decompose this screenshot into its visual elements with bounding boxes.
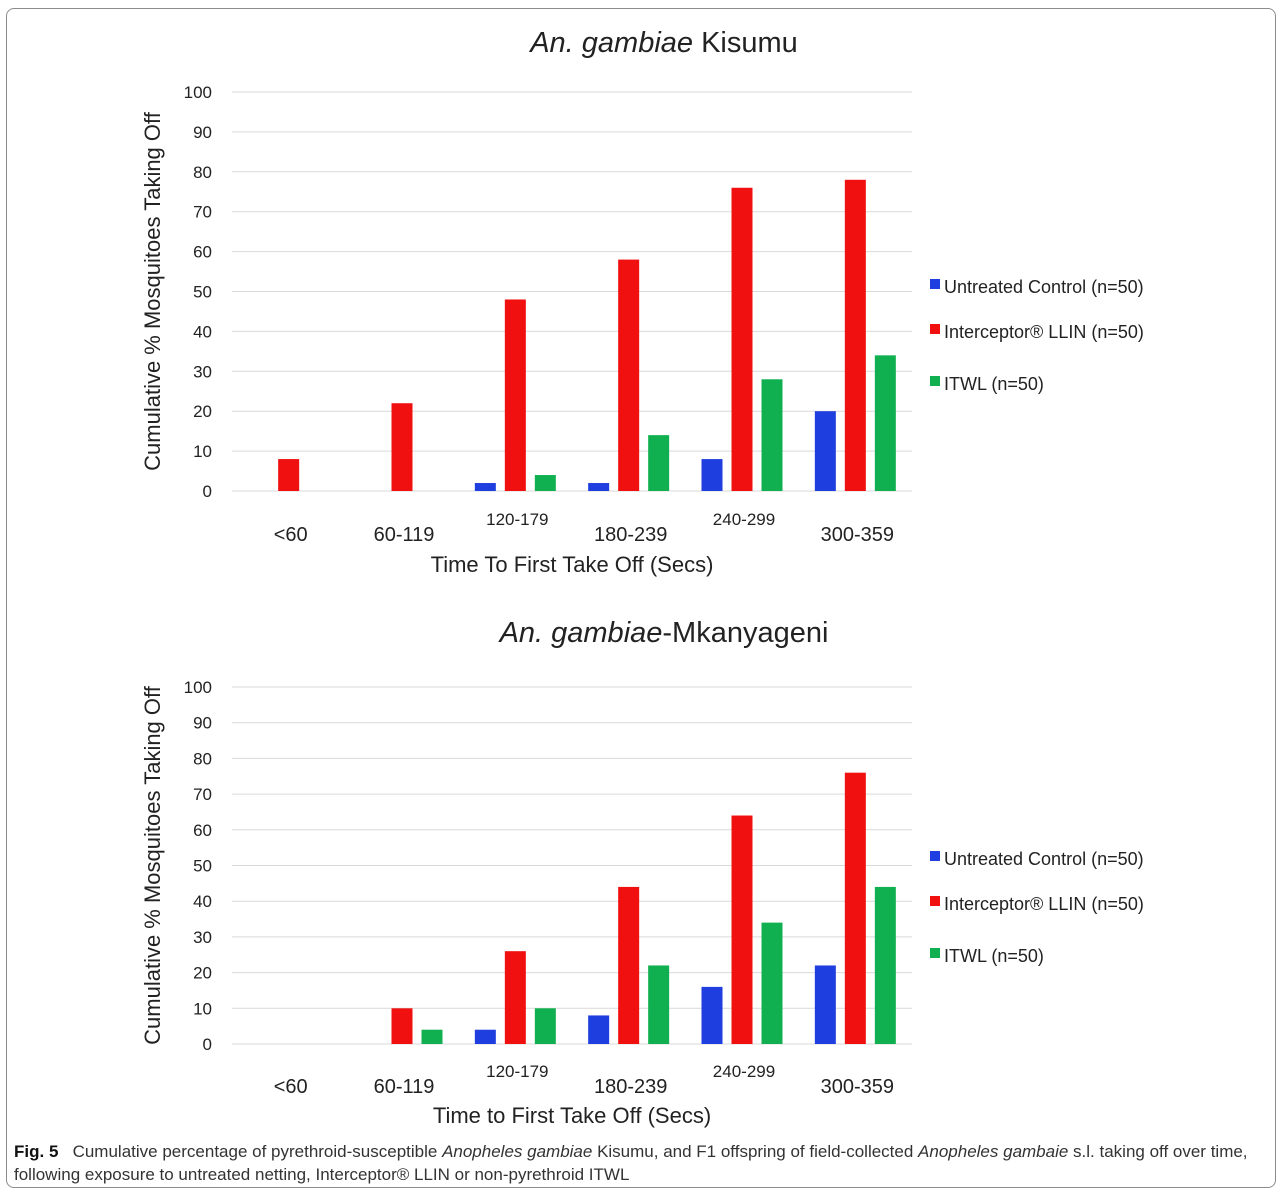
x-tick-label: 60-119 [374, 1076, 435, 1098]
chart-title-rest: Kisumu [693, 27, 798, 59]
y-tick-label: 10 [193, 442, 212, 461]
x-tick-label: 300-359 [821, 1076, 894, 1098]
y-tick-label: 20 [193, 402, 212, 421]
y-tick-label: 50 [193, 857, 212, 876]
x-tick-label: <60 [274, 524, 308, 546]
legend-label: Untreated Control (n=50) [944, 277, 1144, 297]
caption-segment: Anopheles gambaie [918, 1142, 1069, 1161]
chart-title: An. gambiae Kisumu [528, 27, 798, 59]
bar [701, 459, 723, 491]
x-tick-label: <60 [274, 1076, 308, 1098]
bar [588, 483, 610, 491]
bar [761, 379, 783, 491]
bar [504, 951, 526, 1044]
bar [534, 475, 556, 491]
bar [391, 403, 413, 491]
chart-kisumu: An. gambiae Kisumu 0 10 20 30 40 50 60 70 80 90 100… [140, 27, 1144, 577]
bar [588, 1015, 610, 1044]
chart-title-italic: An. gambiae [528, 27, 693, 59]
caption-segment: Cumulative percentage of pyrethroid-susc… [72, 1142, 443, 1161]
bar [701, 986, 723, 1044]
y-tick-label: 50 [193, 283, 212, 302]
bar [278, 459, 300, 491]
bar [648, 965, 670, 1044]
bar [534, 1008, 556, 1044]
y-tick-label: 0 [203, 482, 212, 501]
bar [421, 1029, 443, 1044]
bar [391, 1008, 413, 1044]
bar [874, 886, 896, 1044]
y-tick-label: 60 [193, 243, 212, 262]
x-tick-label: 240-299 [713, 1062, 775, 1081]
y-tick-label: 70 [193, 203, 212, 222]
y-axis-label: Cumulative % Mosquitoes Taking Off [140, 111, 165, 471]
legend-swatch [930, 896, 940, 906]
chart-mkanyageni: An. gambiae-Mkanyageni 0 10 20 30 40 50 60 70 80 9… [0, 600, 1284, 1200]
y-tick-label: 80 [193, 163, 212, 182]
bar [474, 483, 496, 491]
x-tick-label: 120-179 [486, 1062, 548, 1081]
y-tick-label: 70 [193, 785, 212, 804]
caption-label: Fig. 5 [14, 1142, 59, 1161]
bar [874, 355, 896, 491]
legend-swatch [930, 376, 940, 386]
bar [474, 1029, 496, 1044]
figure-frame [6, 8, 1276, 1188]
x-tick-label: 60-119 [374, 524, 435, 546]
y-tick-label: 20 [193, 964, 212, 983]
caption-segment: Kisumu, and F1 offspring of field-collec… [592, 1142, 919, 1161]
chart-title-rest: -Mkanyageni [662, 617, 828, 649]
bar [844, 179, 866, 491]
y-tick-label: 90 [193, 714, 212, 733]
x-tick-label: 240-299 [713, 510, 775, 529]
bar [648, 435, 670, 491]
legend-swatch [930, 948, 940, 958]
bar [504, 299, 526, 491]
y-axis-label: Cumulative % Mosquitoes Taking Off [140, 685, 165, 1045]
bar [731, 815, 753, 1044]
x-tick-label: 120-179 [486, 510, 548, 529]
y-tick-label: 40 [193, 892, 212, 911]
y-tick-label: 100 [184, 83, 212, 102]
y-tick-label: 40 [193, 322, 212, 341]
caption-segment: s.l. taking off over time, following exp… [14, 1142, 1248, 1184]
legend-label: Untreated Control (n=50) [944, 849, 1144, 869]
legend-label: ITWL (n=50) [944, 946, 1044, 966]
y-tick-label: 10 [193, 999, 212, 1018]
x-tick-label: 180-239 [594, 1076, 667, 1098]
y-tick-label: 90 [193, 123, 212, 142]
figure-caption: Fig. 5 Cumulative percentage of pyrethro… [14, 1140, 1269, 1186]
x-tick-label: 300-359 [821, 524, 894, 546]
legend-swatch [930, 851, 940, 861]
y-tick-label: 80 [193, 749, 212, 768]
bar [761, 922, 783, 1044]
x-tick-label: 180-239 [594, 524, 667, 546]
legend-label: Interceptor® LLIN (n=50) [944, 322, 1144, 342]
legend-label: Interceptor® LLIN (n=50) [944, 894, 1144, 914]
legend-label: ITWL (n=50) [944, 374, 1044, 394]
bar [844, 772, 866, 1044]
chart-title-italic: An. gambiae [498, 617, 663, 649]
caption-segment: Anopheles gambiae [442, 1142, 593, 1161]
x-axis-label: Time to First Take Off (Secs) [433, 1103, 711, 1128]
legend-swatch [930, 324, 940, 334]
bar [618, 259, 640, 491]
bar [731, 187, 753, 491]
bar [618, 886, 640, 1044]
y-tick-label: 30 [193, 928, 212, 947]
legend-swatch [930, 279, 940, 289]
y-tick-label: 0 [203, 1035, 212, 1054]
bar [814, 411, 836, 491]
x-axis-label: Time To First Take Off (Secs) [431, 552, 714, 577]
bar [814, 965, 836, 1044]
y-tick-label: 30 [193, 362, 212, 381]
chart-title: An. gambiae-Mkanyageni [498, 617, 829, 649]
y-tick-label: 60 [193, 821, 212, 840]
caption-text: Cumulative percentage of pyrethroid-susc… [14, 1142, 1248, 1184]
y-tick-label: 100 [184, 678, 212, 697]
